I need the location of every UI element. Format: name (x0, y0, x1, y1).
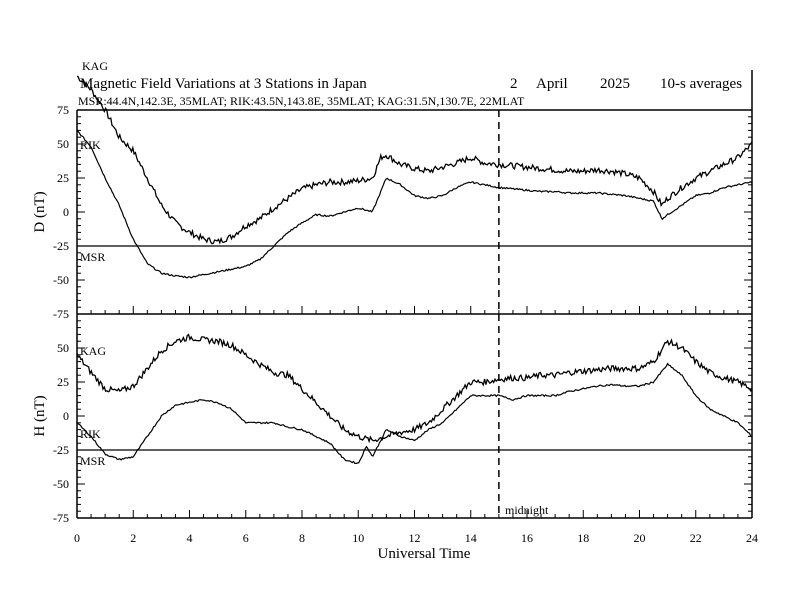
x-tick-label: 24 (746, 531, 758, 545)
y-tick-label: 25 (57, 375, 69, 389)
series-kag-line (77, 333, 752, 444)
series-label-msr: MSR (80, 454, 105, 468)
chart-date-month: April (536, 76, 568, 92)
panel-d-ylabel: D (nT) (32, 191, 48, 232)
y-tick-label: 50 (57, 137, 69, 151)
series-label-rik: RIK (80, 138, 101, 152)
y-tick-label: -50 (53, 273, 69, 287)
x-tick-label: 14 (465, 531, 477, 545)
series-label-kag: KAG (80, 344, 106, 358)
y-tick-label: 75 (57, 103, 69, 117)
x-tick-label: 18 (577, 531, 589, 545)
x-tick-label: 12 (409, 531, 421, 545)
series-rik-line (77, 362, 752, 464)
panel-h: H (nT) (32, 314, 753, 519)
y-tick-label: 0 (63, 205, 69, 219)
y-tick-label: 50 (57, 341, 69, 355)
x-tick-label: 10 (352, 531, 364, 545)
chart-date-day: 2 (510, 76, 518, 92)
y-tick-label: -75 (53, 511, 69, 525)
y-tick-label: -75 (53, 307, 69, 321)
x-axis-title: Universal Time (378, 546, 471, 562)
y-tick-label: -50 (53, 477, 69, 491)
x-tick-label: 8 (299, 531, 305, 545)
chart-marks: 75 50 25 0 -25 -50 -75 KAG RIK MSR 50 25 0 -25 -50 -75 K… (53, 59, 758, 545)
x-tick-label: 2 (130, 531, 136, 545)
x-tick-label: 0 (74, 531, 80, 545)
series-label-rik: RIK (80, 427, 101, 441)
y-tick-label: 25 (57, 171, 69, 185)
x-tick-label: 22 (690, 531, 702, 545)
y-tick-label: -25 (53, 239, 69, 253)
chart-title: Magnetic Field Variations at 3 Stations … (80, 76, 367, 92)
panel-h-ylabel: H (nT) (32, 395, 48, 436)
chart-averaging: 10-s averages (660, 76, 742, 92)
y-tick-label: -25 (53, 443, 69, 457)
x-tick-label: 16 (521, 531, 533, 545)
chart-date-year: 2025 (600, 76, 630, 92)
x-tick-label: 6 (243, 531, 249, 545)
series-kag-line (77, 75, 752, 245)
y-tick-label: 0 (63, 409, 69, 423)
series-label-kag: KAG (82, 59, 108, 73)
x-tick-label: 4 (187, 531, 193, 545)
x-tick-label: 20 (634, 531, 646, 545)
chart-subtitle: MSR:44.4N,142.3E, 35MLAT; RIK:43.5N,143.… (78, 94, 525, 108)
series-label-msr: MSR (80, 250, 105, 264)
series-rik-line (77, 129, 752, 279)
